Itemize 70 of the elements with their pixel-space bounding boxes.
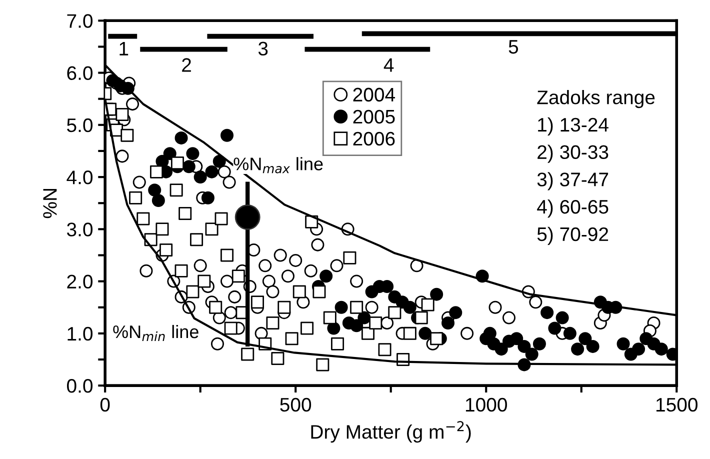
annotation: 5) 70-92 <box>537 226 608 245</box>
point <box>170 156 184 170</box>
y-tick-label: 1.0 <box>68 326 93 341</box>
point <box>120 128 134 142</box>
legend-label: 2004 <box>353 88 396 102</box>
annotation: 4) 60-65 <box>537 199 608 218</box>
annotation: 3 <box>258 42 268 56</box>
point <box>205 222 218 236</box>
legend-label: 2005 <box>353 110 395 124</box>
x-axis-title: Dry Matter (g m$^{−2}$) <box>311 421 471 443</box>
point <box>285 332 298 346</box>
annotation: Zadoks range <box>537 90 655 108</box>
y-tick-label: 6.0 <box>67 66 93 80</box>
point <box>266 316 280 330</box>
y-axis-title: %N <box>43 189 57 218</box>
point <box>343 251 356 264</box>
annotation: 5 <box>508 40 518 54</box>
point <box>232 270 245 283</box>
point <box>156 222 169 236</box>
y-tick-label: 5.0 <box>67 118 93 132</box>
point <box>241 348 254 361</box>
point <box>178 207 192 220</box>
point <box>186 285 200 298</box>
point <box>220 248 234 262</box>
point <box>300 322 314 335</box>
point <box>136 212 150 226</box>
point <box>170 184 183 197</box>
legend-label: 2006 <box>353 132 395 146</box>
point <box>234 204 260 230</box>
point <box>430 332 444 346</box>
point <box>278 300 291 314</box>
point <box>378 343 392 356</box>
y-tick-label: 3.0 <box>66 222 93 236</box>
point <box>129 191 142 204</box>
x-tick-label: 0 <box>100 398 110 412</box>
point <box>312 285 326 298</box>
point <box>214 212 228 226</box>
x-tick-label: 1500 <box>656 398 698 412</box>
annotation: 1 <box>120 42 128 56</box>
y-tick-label: 4.0 <box>66 170 93 184</box>
point <box>323 311 336 324</box>
point <box>414 311 428 324</box>
point <box>350 300 364 314</box>
point <box>250 296 264 309</box>
point <box>271 352 284 365</box>
point <box>403 326 416 340</box>
point <box>160 244 173 257</box>
y-tick-label: 7.0 <box>67 14 93 28</box>
point <box>388 306 402 320</box>
point <box>421 298 434 312</box>
y-tick-label: 2.0 <box>67 274 93 289</box>
point <box>331 337 344 350</box>
y-tick-label: 0.0 <box>67 379 93 393</box>
annotation: 4 <box>384 58 394 72</box>
annotation: 3) 37-47 <box>537 172 608 190</box>
point <box>292 285 306 298</box>
annotation: %N$_{min}$ line <box>113 324 198 341</box>
point <box>209 300 222 314</box>
annotation: 2 <box>182 58 191 72</box>
point <box>174 264 188 278</box>
annotation: %N$_{max}$ line <box>234 157 323 174</box>
point <box>224 322 238 335</box>
annotation: 2) 30-33 <box>538 144 608 163</box>
x-tick-label: 500 <box>280 398 312 412</box>
x-tick-label: 1000 <box>466 398 507 412</box>
point <box>190 233 204 246</box>
point <box>116 108 129 121</box>
annotation: 1) 13-24 <box>538 117 608 136</box>
point <box>316 358 330 372</box>
point <box>198 274 211 288</box>
